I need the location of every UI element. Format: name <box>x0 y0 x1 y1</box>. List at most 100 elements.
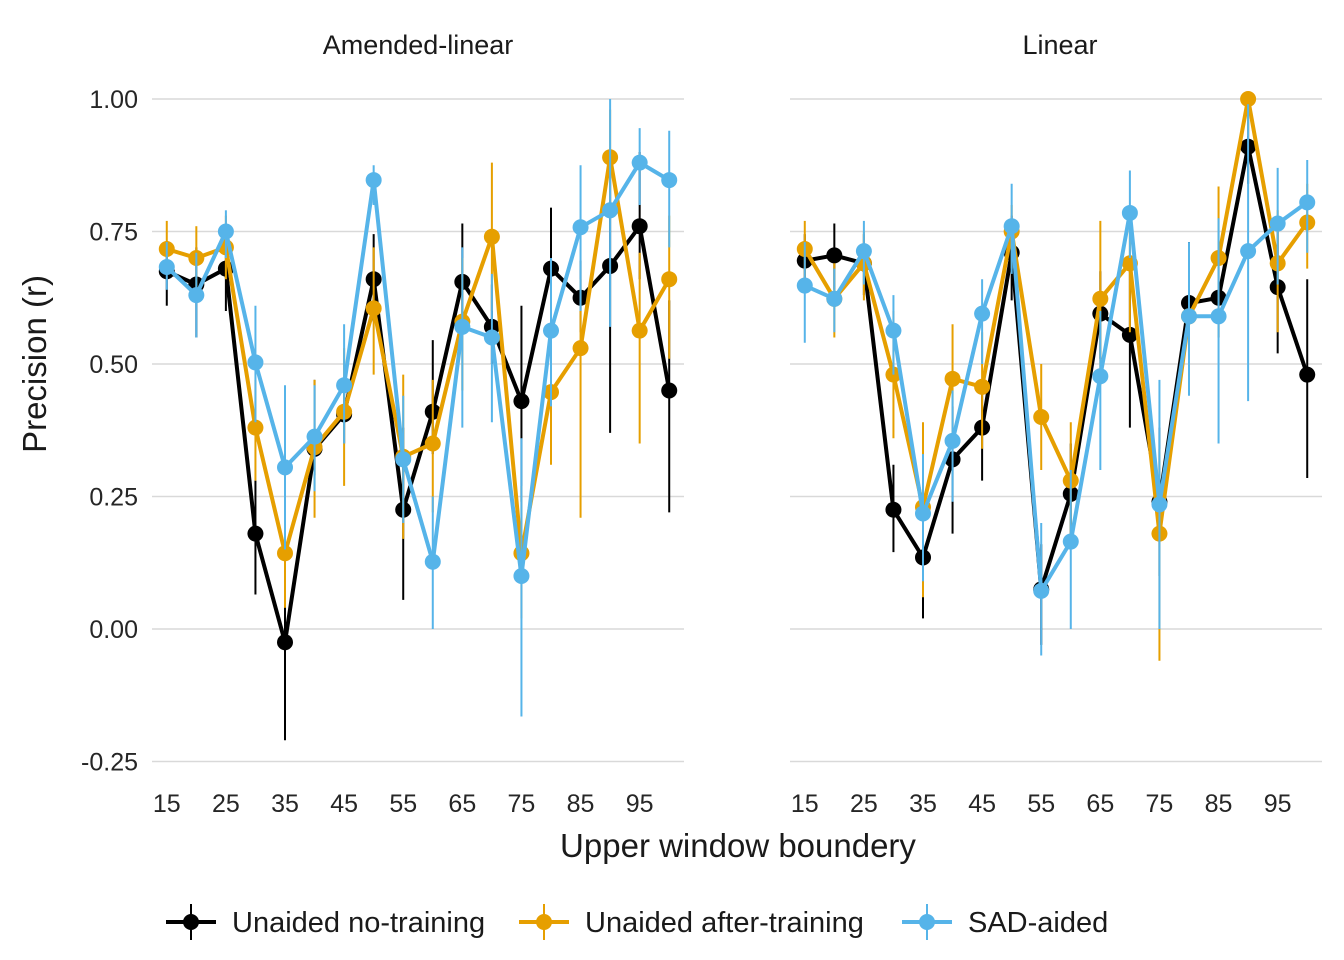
data-point <box>513 568 530 584</box>
y-tick-label: 0.25 <box>89 484 138 512</box>
gridlines <box>790 98 1322 763</box>
y-tick-label: 0.50 <box>89 351 138 379</box>
data-point <box>1121 204 1138 221</box>
data-point <box>483 329 500 346</box>
x-axis-title: Upper window boundery <box>560 827 916 864</box>
data-point <box>1299 366 1316 383</box>
data-point <box>826 290 843 307</box>
data-point <box>513 393 530 410</box>
data-point <box>572 219 589 236</box>
data-point <box>1062 533 1079 550</box>
data-point <box>974 305 991 322</box>
series-unaided-no-training <box>158 152 678 741</box>
data-point <box>631 154 648 171</box>
legend-item: SAD-aided <box>902 904 1108 940</box>
data-point <box>915 505 931 522</box>
data-point <box>1092 368 1109 385</box>
data-point <box>277 634 293 651</box>
data-point <box>885 322 902 339</box>
data-point <box>1240 243 1257 260</box>
x-tick-label: 15 <box>153 790 181 818</box>
data-point <box>365 300 382 317</box>
series-layer <box>796 91 1316 661</box>
data-point <box>855 243 872 260</box>
x-tick-label: 15 <box>791 790 819 818</box>
panel-title-linear: Linear <box>1022 30 1097 60</box>
data-point <box>631 322 648 339</box>
series-sad-aided <box>796 104 1316 656</box>
data-point <box>277 459 293 476</box>
data-point <box>483 228 500 245</box>
data-point <box>1121 326 1138 343</box>
series-line <box>803 200 1309 593</box>
x-tick-label: 25 <box>850 790 878 818</box>
data-point <box>1210 308 1227 325</box>
data-point <box>424 553 441 570</box>
series-line <box>165 224 672 645</box>
data-point <box>796 277 813 294</box>
data-point <box>661 172 678 189</box>
data-point <box>306 428 323 445</box>
data-point <box>1151 496 1168 513</box>
data-point <box>424 435 441 452</box>
series-sad-aided <box>158 99 678 717</box>
series-line <box>803 97 1309 536</box>
data-point <box>602 202 619 219</box>
x-tick-label: 95 <box>626 790 654 818</box>
series-line <box>166 155 671 556</box>
series-layer <box>158 99 678 741</box>
panel-linear: Linear 15 25 35 45 55 65 75 85 95 <box>790 30 1322 818</box>
legend-label: Unaided after-training <box>585 907 864 939</box>
data-point <box>188 287 205 304</box>
x-tick-label: 45 <box>330 790 358 818</box>
data-point <box>631 218 648 235</box>
series-line <box>804 144 1310 592</box>
legend-label: Unaided no-training <box>232 907 485 939</box>
x-tick-label: 75 <box>508 790 536 818</box>
legend-label: SAD-aided <box>968 907 1108 939</box>
x-tick-label: 65 <box>1086 790 1114 818</box>
panel-title-amended-linear: Amended-linear <box>323 30 514 60</box>
data-point <box>1033 582 1050 599</box>
data-point <box>247 419 264 436</box>
y-tick-label: 1.00 <box>89 86 138 114</box>
data-point <box>365 172 382 189</box>
data-point <box>1003 218 1020 235</box>
data-point <box>1240 91 1257 107</box>
panel-amended-linear: Amended-linear 15 25 35 45 55 65 75 85 95 <box>152 30 684 818</box>
legend-item: Unaided no-training <box>166 904 485 940</box>
data-point <box>944 432 961 449</box>
gridlines <box>152 98 684 763</box>
data-point <box>572 340 589 357</box>
legend: Unaided no-training Unaided after-trainin… <box>166 904 1108 940</box>
series-line <box>165 160 671 578</box>
data-point <box>944 370 961 387</box>
data-point <box>826 247 843 264</box>
legend-key-point <box>183 914 199 930</box>
data-point <box>336 377 353 394</box>
data-point <box>247 525 264 542</box>
y-tick-labels: -0.25 0.00 0.25 0.50 0.75 1.00 <box>81 86 138 777</box>
data-point <box>1033 409 1050 425</box>
data-point <box>543 322 559 339</box>
data-point <box>1269 215 1286 232</box>
x-tick-labels: 15 25 35 45 55 65 75 85 95 <box>153 790 654 818</box>
data-point <box>395 451 412 468</box>
y-axis-title: Precision (r) <box>16 275 53 453</box>
x-tick-label: 55 <box>1027 790 1055 818</box>
x-tick-label: 75 <box>1146 790 1174 818</box>
x-tick-label: 65 <box>448 790 476 818</box>
legend-key-point <box>919 914 935 930</box>
data-point <box>277 545 293 562</box>
data-point <box>217 223 234 240</box>
data-point <box>661 382 678 399</box>
x-tick-label: 35 <box>909 790 937 818</box>
x-tick-label: 85 <box>567 790 595 818</box>
y-tick-label: -0.25 <box>81 749 138 777</box>
x-tick-label: 85 <box>1205 790 1233 818</box>
x-tick-labels: 15 25 35 45 55 65 75 85 95 <box>791 790 1292 818</box>
x-tick-label: 25 <box>212 790 240 818</box>
legend-key-point <box>536 914 552 930</box>
x-tick-label: 95 <box>1264 790 1292 818</box>
